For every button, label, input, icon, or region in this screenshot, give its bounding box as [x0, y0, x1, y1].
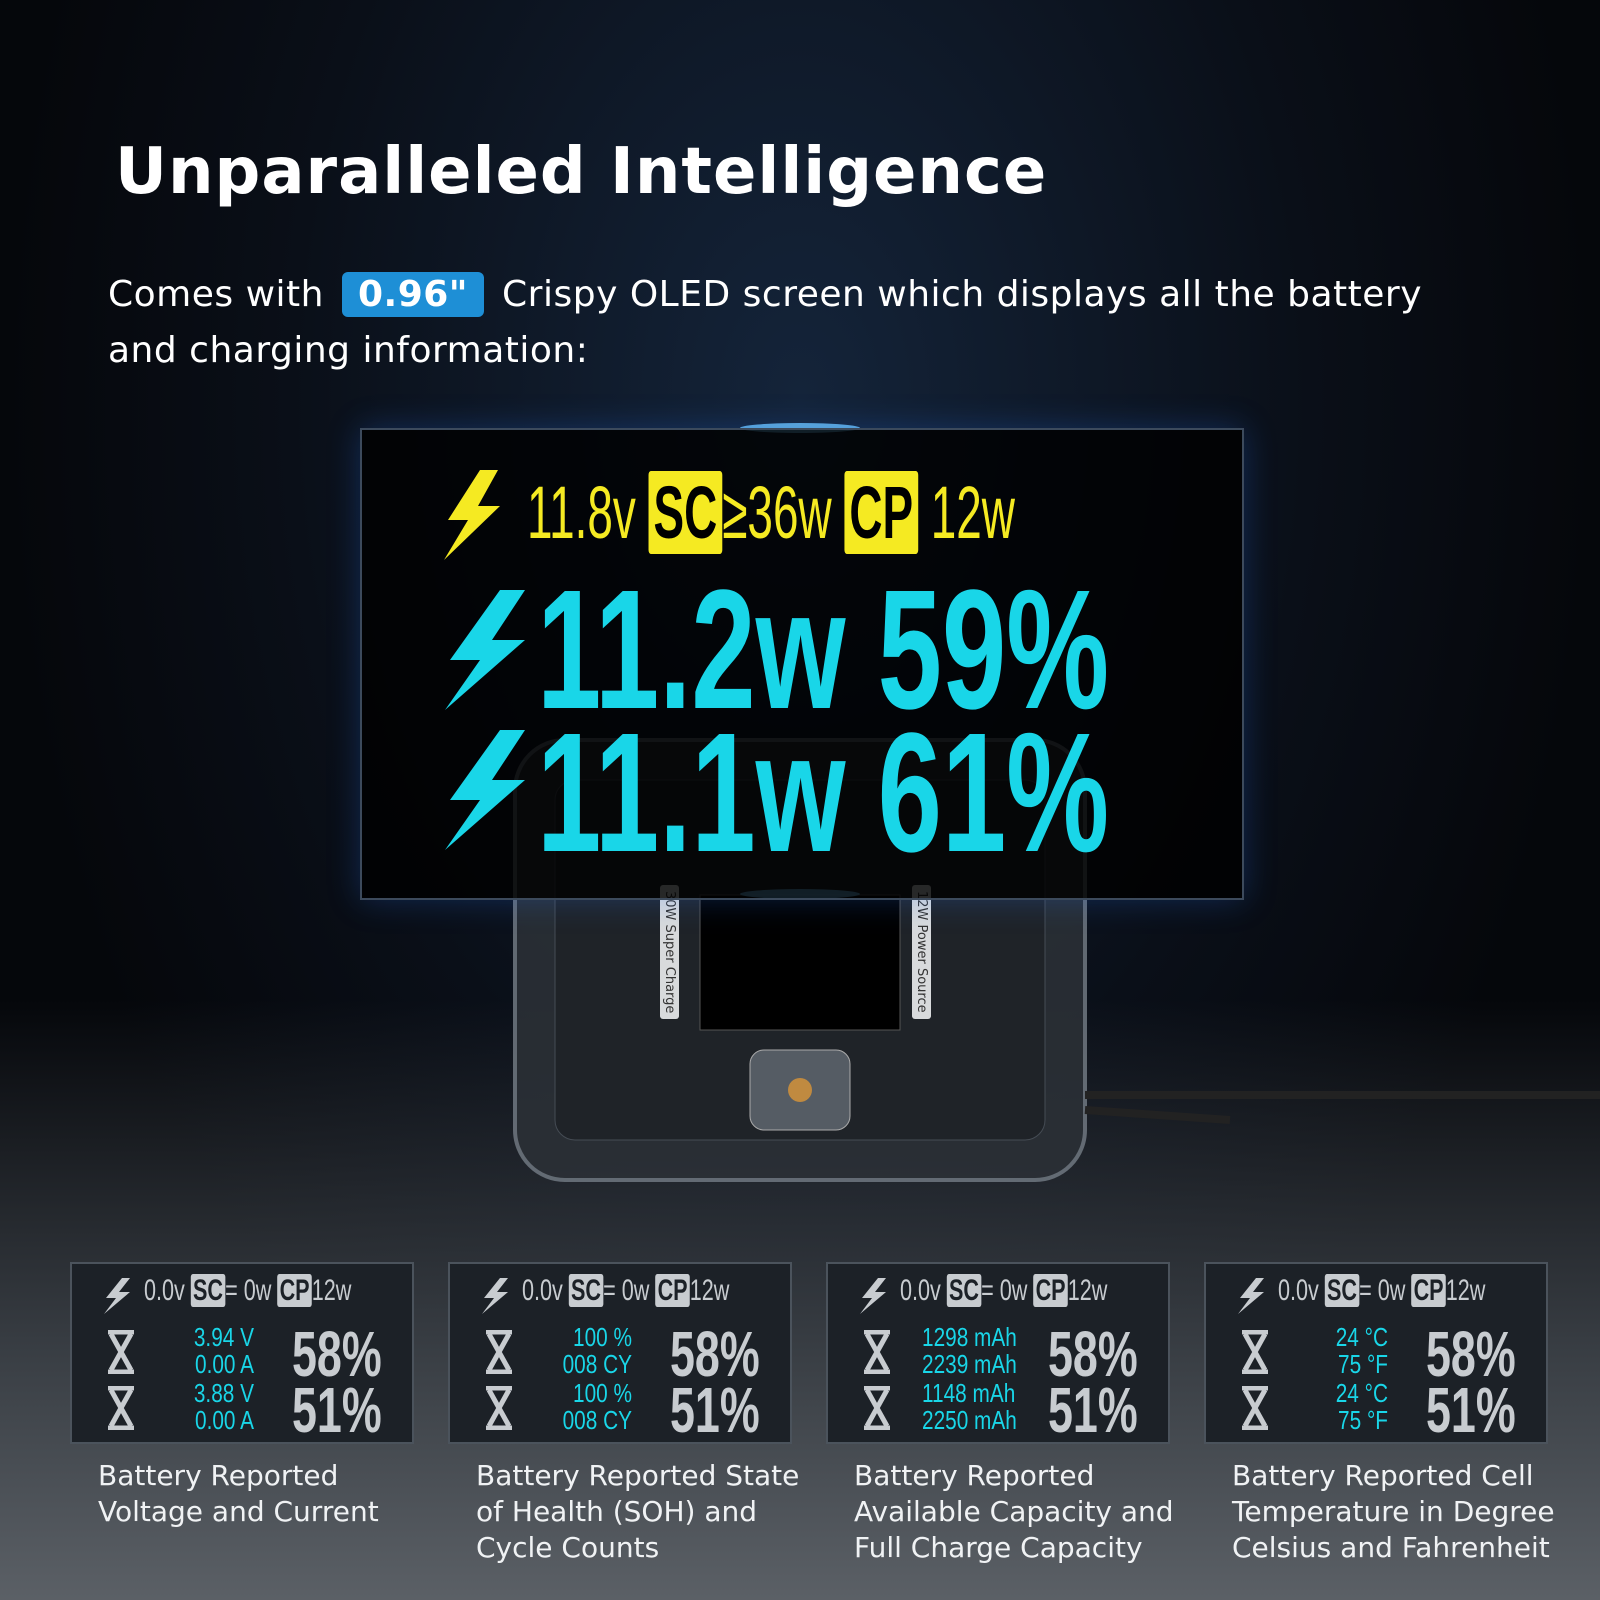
- percent: 51%: [1426, 1374, 1516, 1446]
- reading: 75 °F: [1338, 1405, 1388, 1435]
- caption: Battery Reported Cell Temperature in Deg…: [1232, 1459, 1555, 1564]
- intro-line: and charging information:: [108, 330, 589, 371]
- cp-tag: CP: [655, 1274, 690, 1307]
- screen-size-badge: 0.96": [341, 272, 485, 317]
- reading: 2250 mAh: [922, 1405, 1017, 1435]
- power-row: 11.2w 59%: [537, 565, 1109, 735]
- status-row: 11.8v SC≥36w CP 12w: [527, 470, 1015, 555]
- status-row: 0.0v SC= 0w CP12w: [900, 1274, 1107, 1308]
- reading: 3.94 V: [193, 1322, 254, 1352]
- caption: Battery Reported Available Capacity and …: [854, 1459, 1174, 1564]
- reading: 0.00 A: [195, 1349, 254, 1379]
- sc-tag: SC: [648, 471, 723, 554]
- sc-value: = 0w: [1359, 1274, 1406, 1307]
- sc-value: ≥36w: [722, 471, 832, 554]
- reading: 1148 mAh: [922, 1378, 1016, 1408]
- percent: 51%: [292, 1374, 382, 1446]
- reading: 100 %: [573, 1322, 632, 1352]
- percent: 58%: [670, 1318, 760, 1390]
- percent: 58%: [292, 1318, 382, 1390]
- bolt-icon: [1238, 1278, 1264, 1314]
- intro-text: Crispy OLED screen which displays all th…: [502, 274, 1423, 315]
- cp-tag: CP: [277, 1274, 312, 1307]
- sc-value: = 0w: [981, 1274, 1028, 1307]
- percent: 61%: [877, 698, 1110, 888]
- status-row: 0.0v SC= 0w CP12w: [1278, 1274, 1485, 1308]
- power-row: 11.1w 61%: [537, 708, 1109, 878]
- oled-panel: 0.0v SC= 0w CP12w 24 °C 75 °F 58% 24 °C 75 °F…: [1204, 1262, 1548, 1444]
- hourglass-icon: [1242, 1386, 1268, 1430]
- intro-line: Comes with 0.96" Crispy OLED screen which …: [108, 272, 1422, 317]
- sc-tag: SC: [190, 1274, 226, 1307]
- percent: 58%: [1048, 1318, 1138, 1390]
- reading: 1298 mAh: [922, 1322, 1017, 1352]
- voltage: 0.0v: [144, 1274, 185, 1307]
- bolt-icon: [444, 470, 500, 560]
- voltage: 0.0v: [900, 1274, 941, 1307]
- cp-tag: CP: [1033, 1274, 1068, 1307]
- power: 11.1w: [537, 698, 846, 888]
- cp-value: 12w: [689, 1274, 730, 1307]
- reading: 3.88 V: [193, 1378, 254, 1408]
- cp-tag: CP: [1411, 1274, 1446, 1307]
- reading: 24 °C: [1335, 1322, 1388, 1352]
- percent: 59%: [877, 555, 1110, 745]
- intro-text: Comes with: [108, 274, 324, 315]
- hourglass-icon: [1242, 1330, 1268, 1374]
- bolt-icon: [445, 730, 525, 850]
- reading: 75 °F: [1338, 1349, 1388, 1379]
- bolt-icon: [860, 1278, 886, 1314]
- bolt-icon: [482, 1278, 508, 1314]
- hourglass-icon: [864, 1330, 890, 1374]
- reading: 008 CY: [562, 1349, 632, 1379]
- cp-tag: CP: [844, 471, 919, 554]
- reading: 24 °C: [1335, 1378, 1388, 1408]
- voltage: 11.8v: [527, 471, 636, 554]
- sc-value: = 0w: [603, 1274, 650, 1307]
- sc-tag: SC: [946, 1274, 982, 1307]
- hourglass-icon: [486, 1330, 512, 1374]
- voltage: 0.0v: [522, 1274, 563, 1307]
- cp-value: 12w: [1445, 1274, 1486, 1307]
- voltage: 0.0v: [1278, 1274, 1319, 1307]
- reading: 0.00 A: [195, 1405, 254, 1435]
- status-row: 0.0v SC= 0w CP12w: [144, 1274, 351, 1308]
- percent: 51%: [670, 1374, 760, 1446]
- oled-panel: 0.0v SC= 0w CP12w 1298 mAh 2239 mAh 58% 1148…: [826, 1262, 1170, 1444]
- hourglass-icon: [864, 1386, 890, 1430]
- title: Unparalleled Intelligence: [115, 135, 1048, 209]
- cp-value: 12w: [930, 471, 1015, 554]
- reading: 100 %: [573, 1378, 632, 1408]
- hourglass-icon: [486, 1386, 512, 1430]
- power: 11.2w: [537, 555, 846, 745]
- device-label: 12W Power Source: [912, 885, 931, 1019]
- cp-value: 12w: [1067, 1274, 1108, 1307]
- percent: 51%: [1048, 1374, 1138, 1446]
- percent: 58%: [1426, 1318, 1516, 1390]
- bolt-icon: [104, 1278, 130, 1314]
- bolt-icon: [445, 590, 525, 710]
- reading: 008 CY: [562, 1405, 632, 1435]
- cp-value: 12w: [311, 1274, 352, 1307]
- caption: Battery Reported State of Health (SOH) a…: [476, 1459, 800, 1564]
- caption: Battery Reported Voltage and Current: [98, 1459, 379, 1528]
- oled-panel: 0.0v SC= 0w CP12w 100 % 008 CY 58% 100 % 008 …: [448, 1262, 792, 1444]
- hourglass-icon: [108, 1330, 134, 1374]
- hourglass-icon: [108, 1386, 134, 1430]
- reading: 2239 mAh: [922, 1349, 1017, 1379]
- sc-tag: SC: [568, 1274, 604, 1307]
- sc-tag: SC: [1324, 1274, 1360, 1307]
- sc-value: = 0w: [225, 1274, 272, 1307]
- device-label: 30W Super Charge: [660, 885, 679, 1020]
- status-row: 0.0v SC= 0w CP12w: [522, 1274, 729, 1308]
- oled-panel: 0.0v SC= 0w CP12w 3.94 V 0.00 A 58% 3.88 V 0.…: [70, 1262, 414, 1444]
- main-screen: 11.8v SC≥36w CP 12w 11.2w 59% 11.1w 61%: [360, 428, 1244, 900]
